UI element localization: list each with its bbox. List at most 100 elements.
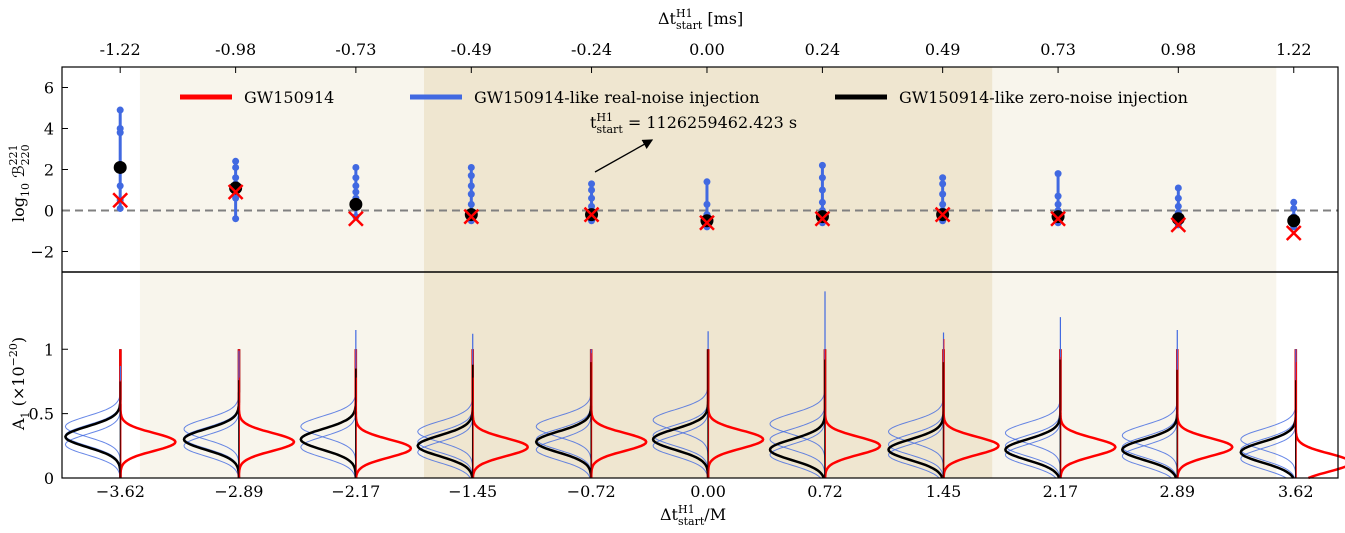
zero-noise-point xyxy=(113,160,127,174)
top-y-label-part: log xyxy=(9,197,28,222)
bottom-x-tick-label: 2.17 xyxy=(1043,482,1079,501)
real-noise-point xyxy=(818,186,826,194)
real-noise-point xyxy=(467,200,475,208)
bottom-x-tick-label: 3.62 xyxy=(1278,482,1314,501)
bottom-x-tick-label: −0.72 xyxy=(567,482,616,501)
annotation-part: = 1126259462.423 s xyxy=(623,113,797,132)
top-x-label-part: Δt xyxy=(658,9,677,28)
real-noise-point xyxy=(232,215,240,223)
real-noise-point xyxy=(1054,170,1062,178)
real-noise-point xyxy=(352,182,360,190)
zero-noise-density xyxy=(64,349,122,478)
top-y-label-part: 220 xyxy=(19,144,32,165)
gw150914-marker xyxy=(699,214,715,231)
gw150914-marker xyxy=(814,210,831,227)
top-y-label: log10 ℬ221220 xyxy=(7,144,32,222)
real-noise-point xyxy=(939,200,947,208)
gw150914-marker xyxy=(463,208,480,225)
bottom-x-tick-label: −2.17 xyxy=(331,482,380,501)
gw150914-marker xyxy=(347,210,364,227)
top-x-tick-label: -0.24 xyxy=(571,40,612,59)
annotation: tH1 start = 1126259462.423 s xyxy=(590,111,797,136)
gw150914-marker xyxy=(227,184,244,200)
real-noise-point xyxy=(352,188,360,196)
bottom-x-label-part: start xyxy=(678,515,705,528)
plot-layer: -1.22 -0.98 -0.73 -0.49 -0.24 0.00 0.24 0.49 0.7… xyxy=(7,7,1345,528)
top-x-label-part: H1 xyxy=(676,7,693,20)
real-noise-density xyxy=(64,349,121,478)
gw150914-marker xyxy=(1285,225,1302,241)
bottom-x-tick-label: −3.62 xyxy=(96,482,145,501)
top-x-label: ΔtH1 start [ms] xyxy=(658,7,743,32)
real-noise-point xyxy=(939,190,947,198)
real-noise-point xyxy=(818,161,826,169)
gw150914-marker xyxy=(1050,210,1066,227)
top-x-tick-label: -0.98 xyxy=(215,40,256,59)
real-noise-point xyxy=(1054,200,1062,208)
bottom-y-label-part: 1 xyxy=(19,411,32,418)
zero-noise-point xyxy=(1051,210,1065,224)
top-y-tick-label: −2 xyxy=(30,243,54,262)
bottom-x-tick-label: −1.45 xyxy=(448,482,497,501)
real-noise-point xyxy=(352,163,360,171)
bottom-y-label-part: A xyxy=(9,418,28,431)
real-noise-point xyxy=(352,174,360,182)
bottom-y-label-part: −20 xyxy=(7,343,20,366)
bottom-y-label-part: (×10 xyxy=(9,366,28,411)
top-x-tick-label: 0.24 xyxy=(805,40,841,59)
real-noise-point xyxy=(116,125,124,132)
gw150914-marker xyxy=(583,206,600,223)
top-x-label-part: [ms] xyxy=(702,9,743,28)
real-noise-point xyxy=(703,178,711,186)
annotation-part: start xyxy=(596,123,623,136)
bottom-x-tick-label: 0.00 xyxy=(690,482,726,501)
bottom-x-label-part: Δt xyxy=(660,505,679,524)
real-noise-point xyxy=(818,198,826,206)
bottom-x-tick-label: −2.89 xyxy=(214,482,263,501)
real-noise-point xyxy=(588,202,596,210)
top-x-tick-label: 1.22 xyxy=(1276,40,1312,59)
gw150914-marker xyxy=(934,206,951,223)
real-noise-point xyxy=(116,106,124,114)
top-x-tick-label: -0.49 xyxy=(451,40,492,59)
real-noise-point xyxy=(232,163,240,171)
zero-noise-point xyxy=(815,210,829,224)
real-noise-point xyxy=(1174,184,1182,192)
top-x-label-part: start xyxy=(676,19,703,32)
bottom-y-label: A1 (×10−20) xyxy=(7,337,32,431)
real-noise-density xyxy=(64,349,121,479)
real-noise-point xyxy=(1174,194,1182,202)
real-noise-point xyxy=(588,186,596,194)
bottom-y-label-part: ) xyxy=(9,337,28,343)
real-noise-point xyxy=(467,163,475,171)
top-y-label-part: ℬ xyxy=(9,165,28,183)
zero-noise-point xyxy=(349,197,363,211)
top-x-tick-label: 0.73 xyxy=(1040,40,1076,59)
bottom-x-tick-label: 2.89 xyxy=(1159,482,1195,501)
zero-noise-point xyxy=(700,214,714,228)
legend-label: GW150914-like zero-noise injection xyxy=(899,88,1188,107)
real-noise-point xyxy=(467,172,475,180)
top-y-tick-label: 0 xyxy=(44,202,54,221)
real-noise-point xyxy=(939,174,947,182)
real-noise-point xyxy=(1054,192,1062,200)
legend-label: GW150914-like real-noise injection xyxy=(474,88,760,107)
top-x-tick-label: -0.73 xyxy=(335,40,376,59)
zero-noise-point xyxy=(464,208,478,222)
top-y-label-part: 10 xyxy=(19,183,32,197)
bottom-x-label: ΔtH1 start/M xyxy=(660,503,726,528)
annotation-arrow xyxy=(594,139,654,173)
annotation-part: H1 xyxy=(596,111,613,124)
bottom-y-tick-label: 0 xyxy=(44,469,54,488)
real-noise-point xyxy=(588,180,596,188)
bottom-y-tick-label: 0.5 xyxy=(29,405,54,424)
real-noise-point xyxy=(467,182,475,190)
gw150914-marker xyxy=(112,192,129,209)
real-noise-point xyxy=(1174,202,1182,210)
real-noise-point xyxy=(1290,198,1298,206)
bottom-y-tick-label: 1 xyxy=(44,340,54,359)
bottom-x-tick-label: 0.72 xyxy=(807,482,843,501)
top-x-tick-label: 0.49 xyxy=(925,40,961,59)
real-noise-point xyxy=(939,180,947,188)
